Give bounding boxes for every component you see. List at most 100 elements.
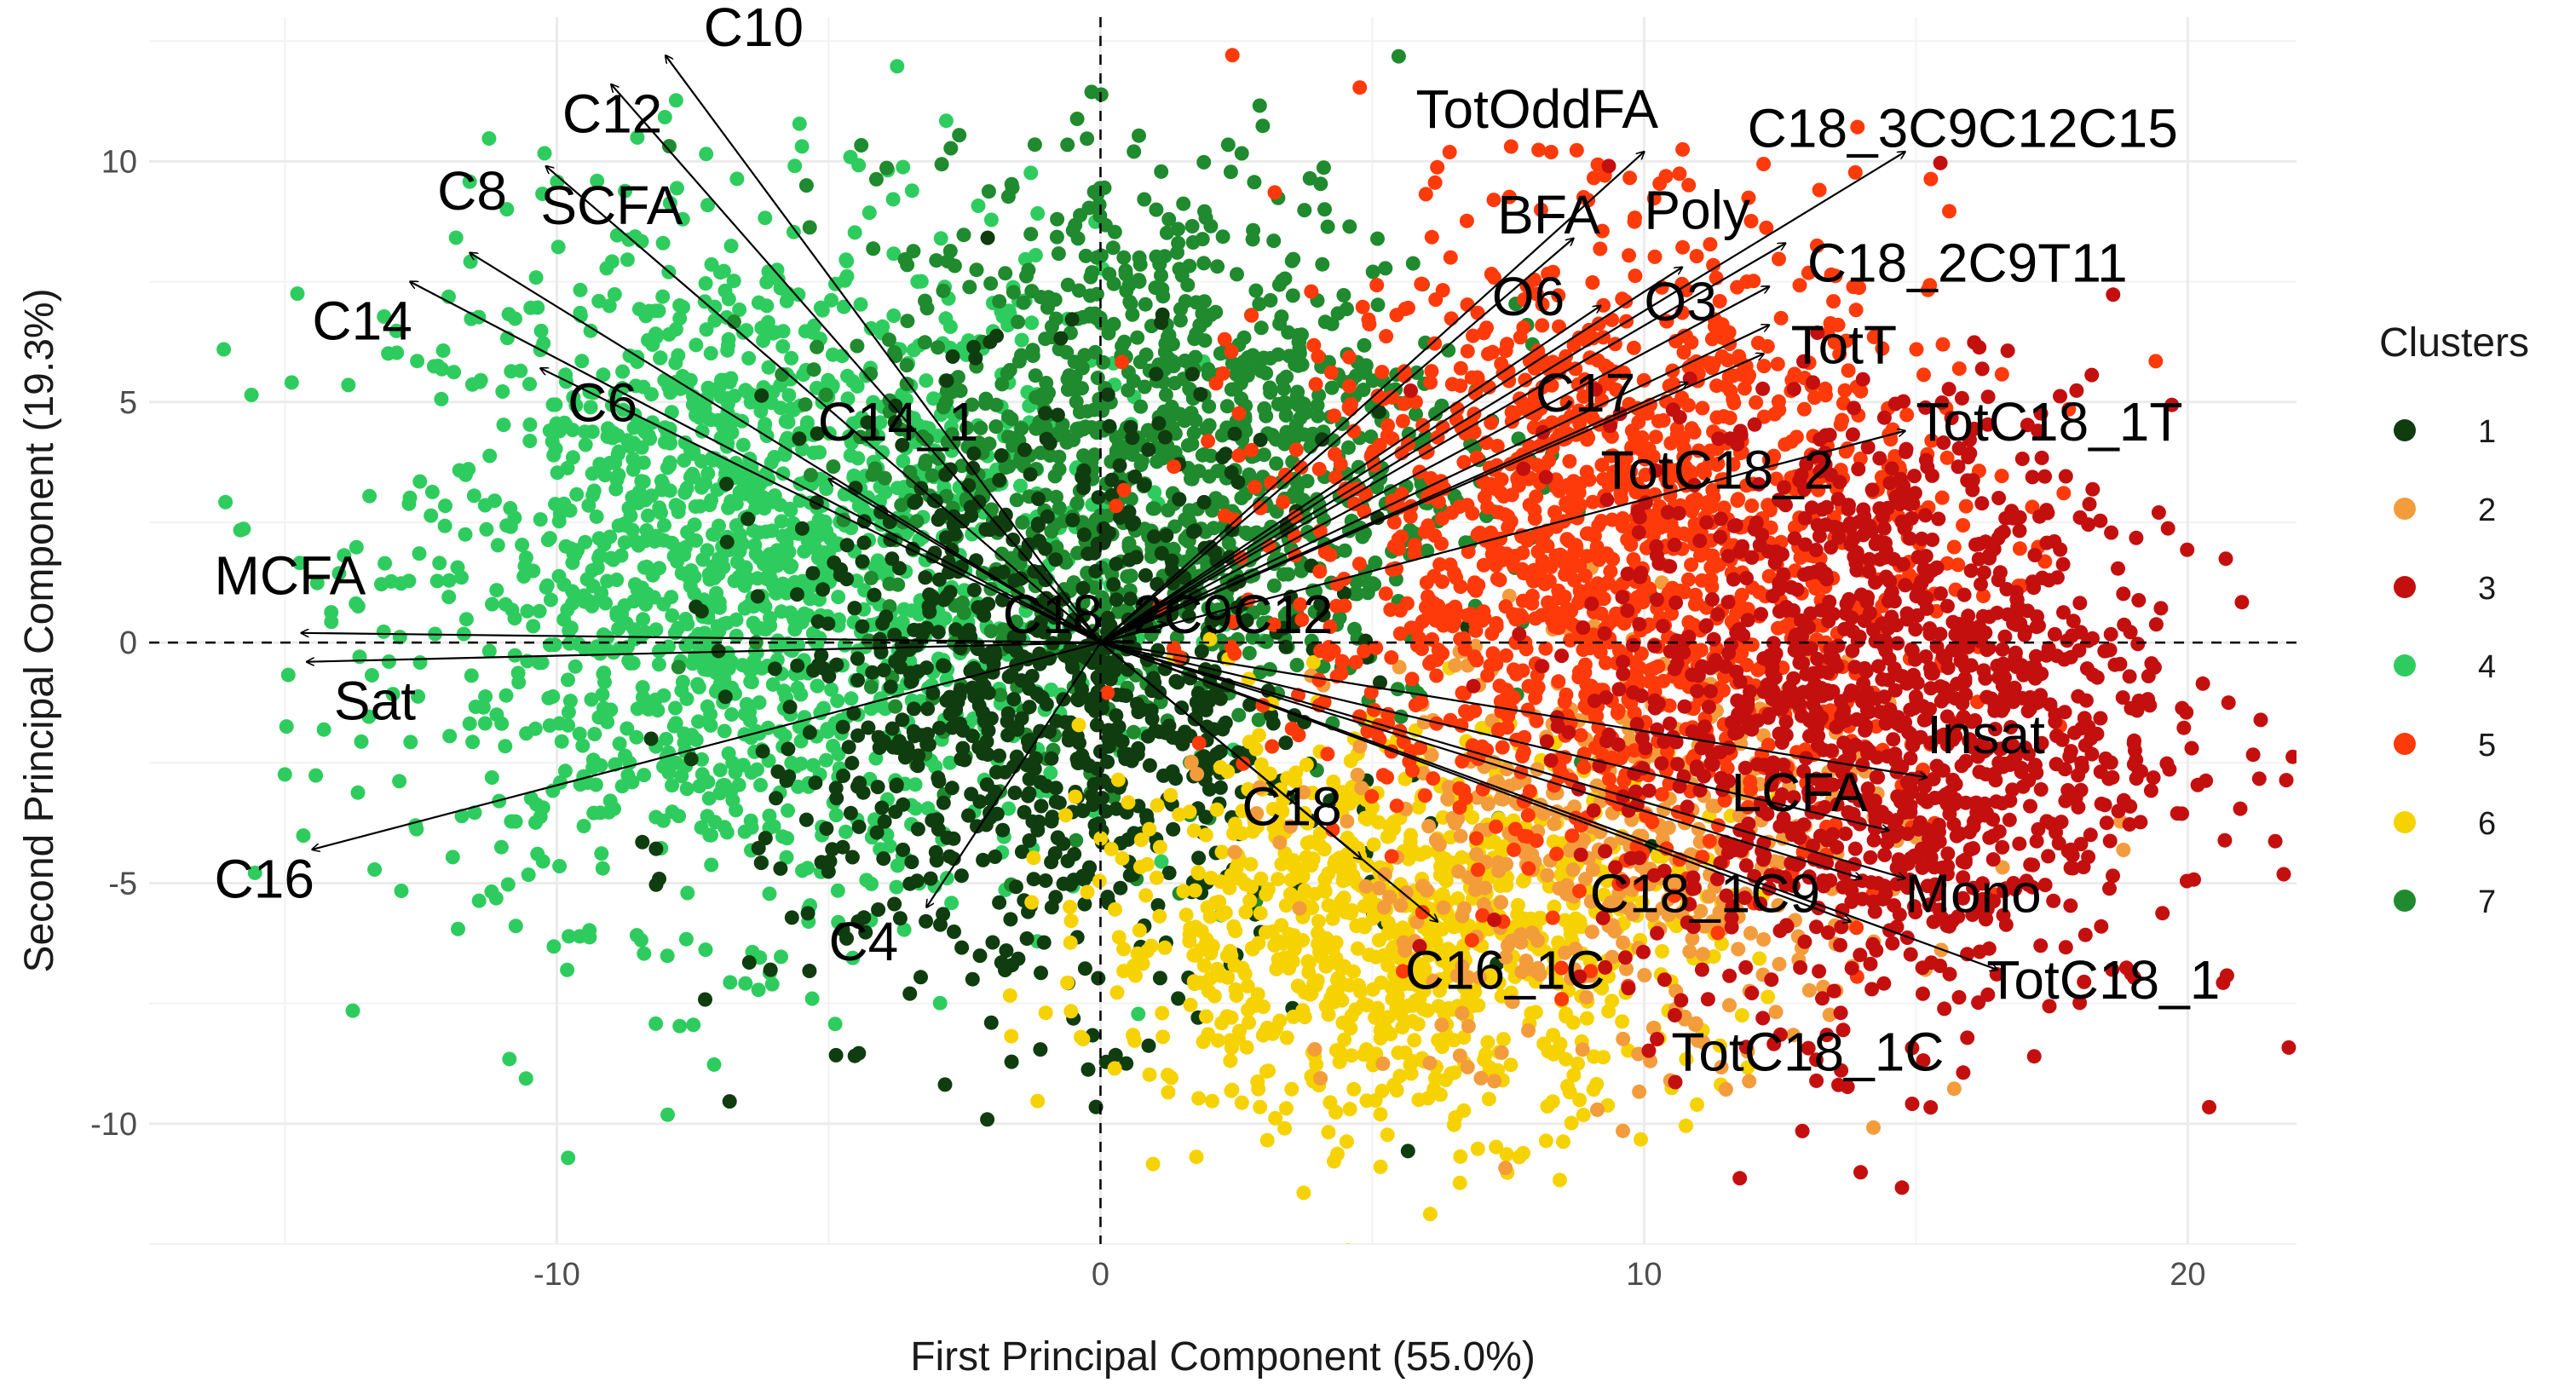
data-point <box>751 840 766 855</box>
data-point <box>652 500 667 516</box>
data-point <box>1131 705 1146 720</box>
data-point <box>608 481 624 497</box>
data-point <box>1187 331 1202 347</box>
data-point <box>1140 729 1155 744</box>
data-point <box>1454 850 1469 865</box>
data-point <box>867 587 882 602</box>
data-point <box>1601 1004 1616 1019</box>
data-point <box>1253 1099 1268 1115</box>
data-point <box>706 570 722 585</box>
data-point <box>1050 211 1065 227</box>
data-point <box>1210 1033 1225 1048</box>
data-point <box>651 303 666 319</box>
data-point <box>668 93 683 108</box>
data-point <box>877 470 892 486</box>
data-point <box>651 657 666 672</box>
data-point <box>1155 1029 1171 1045</box>
data-point <box>1021 788 1035 804</box>
data-point <box>942 755 958 770</box>
data-point <box>1000 366 1015 381</box>
data-point <box>762 886 777 901</box>
data-point <box>1369 1011 1385 1026</box>
data-point <box>910 821 925 837</box>
data-point <box>521 867 536 883</box>
data-point <box>496 418 511 433</box>
data-point <box>1328 901 1344 916</box>
data-point <box>595 687 610 702</box>
data-point <box>1230 267 1244 282</box>
data-point <box>983 276 999 291</box>
data-point <box>484 884 499 899</box>
data-point <box>1246 222 1261 238</box>
data-point <box>1060 975 1075 990</box>
data-point <box>576 588 591 603</box>
data-point <box>576 819 591 833</box>
data-point <box>1269 456 1284 471</box>
data-point <box>1127 1033 1142 1048</box>
data-point <box>942 585 958 600</box>
data-point <box>1133 860 1148 874</box>
data-point <box>895 712 910 728</box>
data-point <box>1168 771 1184 786</box>
data-point <box>1042 435 1057 451</box>
data-point <box>1161 1068 1175 1083</box>
data-point <box>1038 873 1053 888</box>
data-point <box>361 709 377 724</box>
data-point <box>775 339 791 354</box>
data-point <box>1109 556 1124 572</box>
data-point <box>761 360 776 375</box>
data-point <box>907 495 922 510</box>
data-point <box>542 718 557 733</box>
data-point <box>1082 306 1098 321</box>
data-point <box>648 877 664 892</box>
data-point <box>1516 873 1530 889</box>
data-point <box>1366 837 1381 852</box>
data-point <box>672 1018 688 1034</box>
data-point <box>700 411 716 425</box>
data-point <box>1132 354 1148 370</box>
data-point <box>664 405 679 420</box>
data-point <box>498 739 513 754</box>
data-point <box>954 868 969 884</box>
data-point <box>1063 935 1078 950</box>
data-point <box>735 437 751 452</box>
data-point <box>620 252 635 268</box>
data-point <box>478 689 493 704</box>
data-point <box>671 660 686 675</box>
data-point <box>861 720 876 735</box>
data-point <box>504 364 519 379</box>
data-point <box>1481 835 1496 850</box>
data-point <box>821 669 837 684</box>
data-point <box>873 415 888 430</box>
data-point <box>1494 895 1508 910</box>
data-point <box>896 159 911 175</box>
data-point <box>1545 1094 1560 1109</box>
data-point <box>1448 815 1463 831</box>
data-point <box>668 716 683 731</box>
data-point <box>1242 734 1257 750</box>
data-point <box>1342 219 1357 234</box>
data-point <box>1333 958 1348 973</box>
data-point <box>1130 330 1145 345</box>
data-point <box>1019 268 1034 284</box>
data-point <box>589 509 604 524</box>
data-point <box>1252 98 1267 113</box>
data-point <box>1161 211 1177 227</box>
data-point <box>1161 866 1177 880</box>
data-point <box>722 1094 737 1109</box>
data-point <box>1033 775 1048 790</box>
data-point <box>1147 485 1162 500</box>
data-point <box>631 538 646 553</box>
data-point <box>424 484 440 499</box>
data-point <box>1494 1045 1509 1060</box>
data-point <box>752 695 767 710</box>
data-point <box>1311 937 1327 953</box>
data-point <box>672 311 688 326</box>
data-point <box>929 853 944 868</box>
data-point <box>1015 515 1030 530</box>
data-point <box>988 850 1003 864</box>
data-point <box>1188 711 1203 727</box>
data-point <box>620 433 635 448</box>
data-point <box>779 850 794 865</box>
data-point <box>1615 1014 1630 1029</box>
